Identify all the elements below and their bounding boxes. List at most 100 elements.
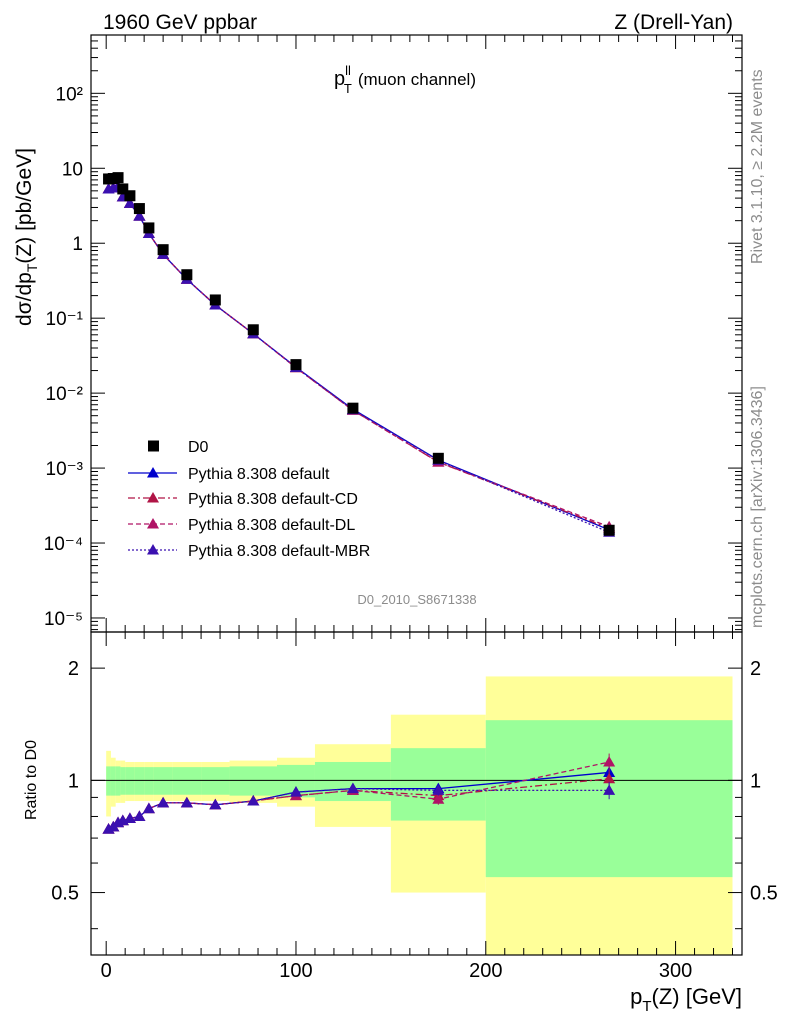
data-point [133,203,145,215]
ratio-band-inner [106,766,111,796]
main-ytick-label: 10⁻² [46,384,84,405]
data-point [603,524,615,536]
plot-label-main: p [334,68,345,90]
series-line-2 [108,185,610,528]
main-ytick-label: 10⁻⁴ [44,534,83,555]
data-point [347,402,359,414]
ratio-marker-3 [180,796,193,808]
ratio-band-inner [153,767,173,795]
plot-label-sub: T [344,81,352,96]
ratio-ytick-label: 1 [68,770,79,792]
data-point [432,452,444,464]
ratio-y-tick-labels: 0.5 1 2 0.5 1 2 [51,658,778,904]
ratio-marker-3 [142,802,155,814]
data-point [143,222,155,234]
ratio-band-inner [201,767,230,795]
main-ytick-label: 1 [72,234,83,255]
ratio-ytick-label-right: 2 [750,658,761,680]
ratio-marker-2 [603,755,616,767]
ratio-panel-frame [90,631,743,956]
main-y-tick-labels: 10⁻⁵ 10⁻⁴ 10⁻³ 10⁻² 10⁻¹ 1 10 10² [44,84,83,630]
data-point [124,190,136,202]
legend-label-d0: D0 [188,439,209,456]
header-right: Z (Drell-Yan) [614,11,733,34]
data-point [112,172,124,184]
data-point [247,324,259,336]
plot-label: pll T (muon channel) [334,63,476,96]
legend-marker-0 [147,467,159,478]
analysis-id: D0_2010_S8671338 [357,592,476,607]
ratio-line-2 [108,761,610,830]
ratio-series-layer [102,753,616,834]
xtick-label: 0 [101,960,112,982]
series-marker-3 [123,197,136,208]
ratio-ytick-label-right: 0.5 [750,883,778,905]
legend-marker-d0 [148,440,159,452]
main-ytick-label: 10 [62,159,83,180]
xlabel-post: (Z) [GeV] [652,984,742,1009]
ratio-marker-1 [603,772,616,784]
legend-label-dl: Pythia 8.308 default-DL [188,517,355,534]
ratio-band-inner [125,767,135,795]
ratio-y-ticks [91,667,742,930]
ratio-band-inner [172,767,202,795]
main-ylabel-sub: T [24,263,40,272]
ratio-marker-2 [432,793,445,804]
ratio-band-inner [314,761,391,802]
legend-label-cd: Pythia 8.308 default-CD [188,491,358,508]
plot-label-rest: (muon channel) [358,70,476,89]
x-ticks [105,35,734,955]
ratio-band-inner [134,767,145,795]
ratio-band-inner [229,766,277,796]
mcplots-label: mcplots.cern.ch [arXiv:1306.3436] [749,386,766,628]
series-line-0 [108,185,610,531]
ratio-marker-3 [157,796,170,808]
ratio-marker-3 [432,784,445,795]
data-point [117,183,129,195]
main-y-axis-label: dσ/dpT(Z) [pb/GeV] [13,148,40,326]
ratio-band-inner [120,767,126,795]
legend-label-mbr: Pythia 8.308 default-MBR [188,543,370,560]
ratio-uncertainty-bands [106,676,733,955]
main-y-ticks [91,34,742,631]
legend-marker-3 [147,544,159,555]
x-axis-label: pT(Z) [GeV] [630,984,742,1015]
ratio-marker-3 [346,782,359,794]
data-point [290,359,302,371]
plot-label-sup: ll [345,63,351,78]
main-ylabel-pre: dσ/dp [13,272,36,326]
ratio-marker-3 [247,795,260,806]
series-line-1 [108,185,610,529]
ratio-ytick-label-right: 1 [750,770,761,792]
data-points-layer [103,172,615,536]
data-point [181,269,193,281]
ratio-band-inner [110,766,116,796]
xlabel-sub: T [642,998,651,1015]
main-ylabel-post: (Z) [pb/GeV] [13,148,36,264]
main-ytick-label: 10⁻¹ [46,309,84,330]
ratio-band-inner [144,767,154,795]
ratio-marker-3 [133,810,146,821]
ratio-marker-3 [603,784,616,795]
legend-label-default: Pythia 8.308 default [188,466,330,483]
ratio-ytick-label: 0.5 [51,883,79,905]
data-point [209,294,221,306]
ratio-marker-3 [123,812,136,824]
xtick-label: 300 [659,960,692,982]
rivet-label: Rivet 3.1.10, ≥ 2.2M events [749,69,766,264]
ratio-marker-3 [289,786,302,797]
legend-marker-1 [147,492,159,503]
x-tick-labels: 0 100 200 300 [101,960,693,982]
xtick-label: 200 [469,960,502,982]
xtick-label: 100 [279,960,312,982]
main-series-layer [102,180,616,537]
ratio-ytick-label: 2 [68,658,79,680]
legend-marker-2 [147,518,159,529]
main-ytick-label: 10² [56,84,83,105]
xlabel-pre: p [630,984,642,1009]
legend: D0 Pythia 8.308 default Pythia 8.308 def… [128,439,370,560]
main-ytick-label: 10⁻⁵ [44,609,83,630]
ratio-band-inner [115,766,121,796]
ratio-marker-3 [209,798,222,810]
